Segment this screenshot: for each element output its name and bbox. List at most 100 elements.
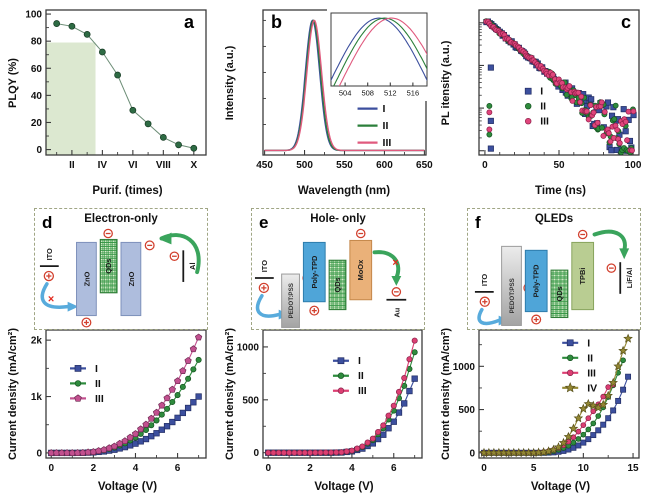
polytpd-layer (302, 241, 326, 303)
svg-text:504: 504 (339, 89, 352, 98)
qled-device-diagram: ITO PEDOT:PSS Poly-TPD QDs TPBi LiF/Al (474, 229, 634, 326)
svg-text:550: 550 (336, 160, 353, 171)
y-axis-label: Intensity (a.u.) (224, 45, 236, 121)
svg-text:ZnO: ZnO (82, 271, 91, 286)
svg-text:II: II (95, 378, 101, 390)
svg-text:80: 80 (31, 37, 43, 48)
electron-injection-arrow-icon (40, 282, 70, 309)
svg-text:500: 500 (242, 395, 259, 406)
svg-text:4: 4 (349, 463, 355, 474)
svg-text:20: 20 (31, 118, 43, 129)
minus-icon (391, 287, 402, 297)
ito-electrode: ITO (39, 248, 59, 268)
arrowhead-icon (67, 301, 79, 312)
svg-text:II: II (358, 370, 364, 382)
svg-text:500: 500 (296, 160, 313, 171)
svg-text:6: 6 (175, 463, 181, 474)
svg-text:10: 10 (578, 463, 590, 474)
svg-text:Poly-TPD: Poly-TPD (310, 255, 319, 289)
svg-text:I: I (358, 355, 361, 367)
ito-electrode: ITO (474, 274, 494, 293)
svg-text:0: 0 (469, 448, 475, 459)
arrowhead-icon (159, 232, 172, 245)
svg-text:ITO: ITO (480, 274, 489, 286)
svg-text:I: I (587, 337, 590, 349)
minus-icon (144, 240, 155, 251)
qds-layer (550, 269, 569, 319)
lif-al-electrode: LiF/Al (619, 262, 634, 294)
plus-icon (479, 296, 490, 307)
svg-text:II: II (587, 352, 593, 364)
svg-text:0: 0 (265, 463, 271, 474)
panel-letter-c: c (621, 12, 632, 32)
x-axis-label: Wavelength (nm) (297, 185, 391, 197)
svg-text:0: 0 (481, 463, 487, 474)
x-axis-label: Voltage (V) (314, 481, 374, 493)
y-axis-label: Current density (mA/cm²) (7, 327, 19, 461)
svg-text:2: 2 (307, 463, 313, 474)
panel-letter-f: f (475, 213, 481, 232)
svg-text:4: 4 (133, 463, 139, 474)
svg-text:1000: 1000 (453, 362, 476, 373)
panel-c: 0 50 100 I II III c PL itensity (a.u.) Time (… (433, 0, 650, 200)
plus-icon (531, 314, 542, 325)
svg-text:QDs: QDs (104, 259, 113, 274)
svg-text:60: 60 (31, 64, 43, 75)
electron-injection-arrow-icon (592, 229, 627, 253)
moox-layer (349, 239, 373, 301)
svg-text:0: 0 (253, 448, 259, 459)
svg-text:TPBi: TPBi (578, 268, 587, 285)
svg-text:II: II (69, 160, 75, 171)
svg-text:III: III (540, 116, 549, 128)
hole-injection-arrow-icon (255, 294, 281, 318)
electron-only-device-diagram: ITO × ZnO QDs ZnO Al (39, 228, 201, 328)
svg-text:40: 40 (31, 91, 43, 102)
svg-text:QDs: QDs (333, 277, 342, 292)
qds-layer (328, 259, 347, 311)
svg-text:PEDOT:PSS: PEDOT:PSS (509, 278, 516, 313)
electron-blocked-arrow-icon (372, 250, 401, 280)
device-box (467, 208, 641, 330)
svg-text:Au: Au (392, 307, 401, 317)
device-title: QLEDs (534, 213, 574, 225)
y-axis-label: PLQY (%) (7, 58, 19, 108)
panel-e: 0 2 4 6 0 500 1000 I II III Hole- only e ITO PEDO… (217, 200, 433, 496)
svg-text:450: 450 (256, 160, 273, 171)
panel-a: II IV VI VIII X 0 20 40 60 80 100 a PLQY (%) Purif… (0, 0, 217, 200)
panel-f: 0 5 10 15 0 500 1000 I II III IV QLEDs f ITO PEDOT… (433, 200, 650, 496)
plus-icon (43, 270, 55, 282)
device-title: Hole- only (310, 213, 366, 225)
minus-icon (355, 228, 366, 239)
svg-text:600: 600 (376, 160, 393, 171)
panel-letter-d: d (42, 213, 53, 232)
x-axis-label: Voltage (V) (97, 481, 158, 493)
svg-text:0: 0 (36, 145, 42, 156)
svg-text:ZnO: ZnO (127, 271, 136, 286)
svg-text:X: X (190, 160, 197, 171)
tpbi-layer (571, 241, 595, 311)
minus-icon (169, 251, 180, 262)
device-title: Electron-only (84, 213, 158, 225)
ito-electrode: ITO (254, 260, 274, 279)
svg-text:IV: IV (98, 160, 108, 171)
arrowhead-icon (391, 276, 402, 286)
plus-icon (258, 282, 270, 294)
minus-icon (577, 229, 588, 240)
svg-text:ITO: ITO (260, 260, 269, 272)
svg-text:I: I (95, 363, 98, 375)
panel-letter-e: e (259, 213, 269, 232)
svg-text:0: 0 (48, 463, 54, 474)
y-axis-label: Current density (mA/cm²) (224, 327, 236, 461)
panel-d: 0 2 4 6 0 1k 2k I II III Electron-only d ITO × Zn… (0, 200, 217, 496)
polytpd-layer (524, 249, 548, 313)
pedot-layer (281, 273, 300, 328)
au-electrode: Au (386, 298, 407, 318)
pl-spectra-inset-chart: 504 508 512 516 (327, 9, 431, 101)
svg-text:512: 512 (384, 89, 397, 98)
hole-only-device-diagram: ITO PEDOT:PSS Poly-TPD QDs MoOx × Au (254, 228, 407, 328)
svg-text:IV: IV (587, 382, 597, 394)
x-axis-label: Voltage (V) (530, 481, 591, 493)
